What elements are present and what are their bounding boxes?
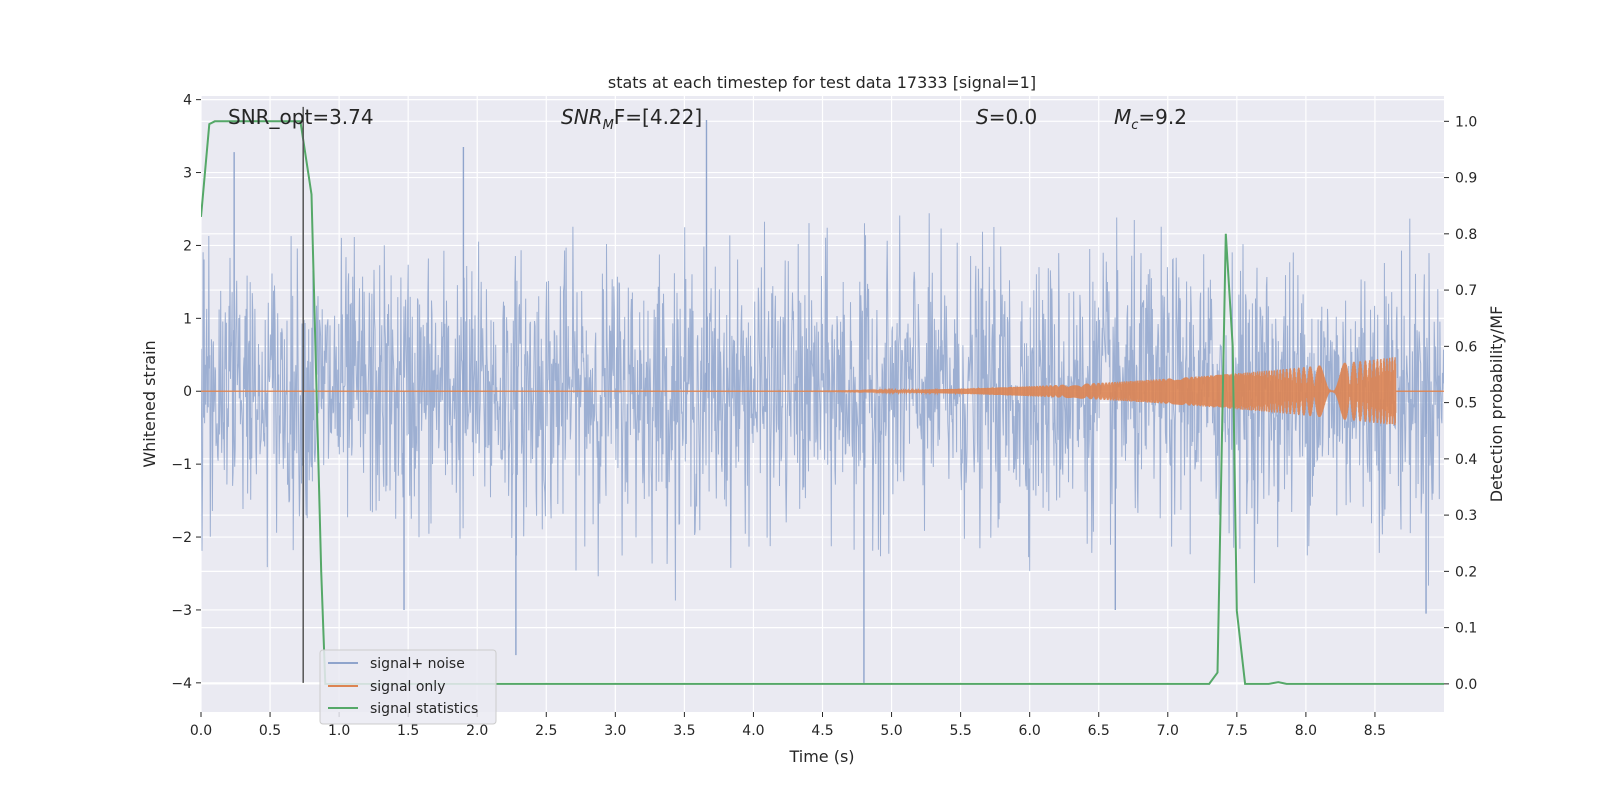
x-tick-label: 6.0	[1019, 723, 1041, 739]
x-tick-label: 1.0	[328, 723, 350, 739]
y-tick-label: −3	[171, 603, 192, 619]
annotation-snr-opt: SNR_opt=3.74	[228, 105, 374, 129]
y-tick-label: 2	[183, 238, 192, 254]
annotation-mc-sub: c	[1131, 118, 1138, 133]
y2-tick-label: 0.6	[1455, 339, 1477, 355]
x-tick-label: 3.5	[673, 723, 695, 739]
y2-tick-label: 0.7	[1455, 283, 1477, 299]
y-tick-label: 0	[183, 384, 192, 400]
y-axis-label: Whitened strain	[140, 340, 159, 467]
y-tick-label: 3	[183, 166, 192, 182]
x-tick-label: 5.5	[949, 723, 971, 739]
noise-trace	[201, 213, 1444, 601]
y2-axis-label: Detection probability/MF	[1487, 306, 1506, 503]
legend-label-signal-plus-noise: signal+ noise	[370, 656, 465, 672]
x-tick-label: 8.0	[1295, 723, 1317, 739]
x-tick-label: 1.5	[397, 723, 419, 739]
x-tick-label: 0.5	[259, 723, 281, 739]
legend-label-signal-only: signal only	[370, 679, 445, 695]
y2-axis-ticks: 0.0 0.1 0.2 0.3 0.4 0.5 0.6 0.7 0.8 0.9 1.0	[1444, 114, 1477, 693]
y2-tick-label: 0.5	[1455, 396, 1477, 412]
x-tick-label: 7.0	[1157, 723, 1179, 739]
x-tick-label: 8.5	[1364, 723, 1386, 739]
x-tick-label: 6.5	[1088, 723, 1110, 739]
y2-tick-label: 0.2	[1455, 564, 1477, 580]
legend-box	[319, 649, 497, 725]
annotation-snr-mf-main: SNR	[561, 105, 603, 129]
x-tick-label: 2.0	[466, 723, 488, 739]
legend-label-signal-statistics: signal statistics	[370, 701, 478, 717]
y2-tick-label: 0.8	[1455, 227, 1477, 243]
x-tick-label: 0.0	[190, 723, 212, 739]
y2-tick-label: 0.9	[1455, 171, 1477, 187]
x-tick-label: 5.0	[880, 723, 902, 739]
y-tick-label: 1	[183, 311, 192, 327]
series-signal-plus-noise	[201, 120, 1444, 683]
x-tick-label: 4.5	[811, 723, 833, 739]
y-tick-label: 4	[183, 93, 192, 109]
y-tick-label: −2	[171, 530, 192, 546]
annotation-mc-main: M	[1114, 105, 1131, 129]
x-tick-label: 2.5	[535, 723, 557, 739]
chirp-trace	[201, 357, 1444, 426]
y2-tick-label: 0.0	[1455, 677, 1477, 693]
series-signal-only	[201, 357, 1444, 426]
annotation-s-rest: =0.0	[989, 105, 1038, 129]
x-axis-ticks: 0.0 0.5 1.0 1.5 2.0 2.5 3.0 3.5 4.0 4.5 5.0 5.5 6.0 6…	[190, 712, 1386, 739]
annotation-snr-mf-sub: M	[603, 118, 614, 133]
annotation-snr-mf-rest: F=[4.22]	[614, 105, 702, 129]
x-tick-label: 4.0	[742, 723, 764, 739]
annotation-mc-rest: =9.2	[1138, 105, 1187, 129]
annotation-mc: Mc=9.2	[1114, 105, 1187, 133]
y2-tick-label: 0.3	[1455, 508, 1477, 524]
y-axis-ticks: −4 −3 −2 −1 0 1 2 3 4	[171, 93, 201, 692]
y2-tick-label: 0.1	[1455, 621, 1477, 637]
annotation-s: S=0.0	[976, 105, 1037, 129]
series-signal-statistics	[201, 120, 1444, 685]
x-tick-label: 7.5	[1226, 723, 1248, 739]
y2-tick-label: 0.4	[1455, 452, 1477, 468]
x-tick-label: 3.0	[604, 723, 626, 739]
chart-title: stats at each timestep for test data 173…	[608, 73, 1036, 92]
stats-trace	[201, 120, 1444, 685]
legend: signal+ noise signal only signal statist…	[319, 649, 497, 725]
annotation-s-main: S	[976, 105, 989, 129]
y-tick-label: −4	[171, 676, 192, 692]
y2-tick-label: 1.0	[1455, 114, 1477, 130]
x-axis-label: Time (s)	[788, 747, 854, 766]
annotation-snr-mf: SNRMF=[4.22]	[561, 105, 702, 133]
y-tick-label: −1	[171, 457, 192, 473]
